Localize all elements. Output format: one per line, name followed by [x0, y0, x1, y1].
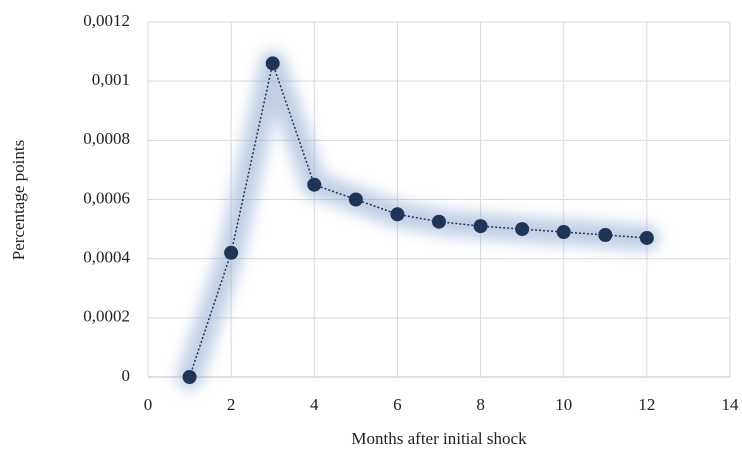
y-tick-label: 0,0008 — [83, 129, 130, 148]
y-tick-label: 0,0012 — [83, 11, 130, 30]
x-tick-label: 2 — [227, 395, 236, 414]
marker — [515, 222, 530, 237]
y-tick-label: 0,0004 — [83, 248, 130, 267]
marker — [598, 228, 613, 242]
y-tick-label: 0 — [122, 366, 131, 385]
x-tick-label: 12 — [638, 395, 655, 414]
marker — [182, 370, 197, 384]
marker — [556, 225, 571, 240]
line — [188, 60, 647, 378]
x-tick-label: 14 — [722, 395, 740, 414]
marker — [348, 192, 363, 207]
y-axis-title: Percentage points — [9, 140, 28, 260]
y-tick-label: 0,0002 — [83, 307, 130, 326]
marker — [307, 177, 322, 192]
marker — [265, 56, 280, 71]
x-tick-label: 8 — [476, 395, 485, 414]
marker — [432, 214, 446, 229]
line-glow — [176, 50, 660, 390]
x-tick-label: 10 — [555, 395, 572, 414]
x-tick-label: 4 — [310, 395, 319, 414]
x-tick-label: 6 — [393, 395, 402, 414]
x-axis-title: Months after initial shock — [351, 429, 527, 448]
marker — [390, 207, 405, 222]
marker — [473, 219, 488, 234]
y-tick-label: 0,0006 — [83, 188, 130, 207]
x-tick-label: 0 — [144, 395, 153, 414]
marker — [639, 230, 654, 245]
marker — [224, 245, 239, 260]
y-tick-label: 0,001 — [92, 70, 130, 89]
